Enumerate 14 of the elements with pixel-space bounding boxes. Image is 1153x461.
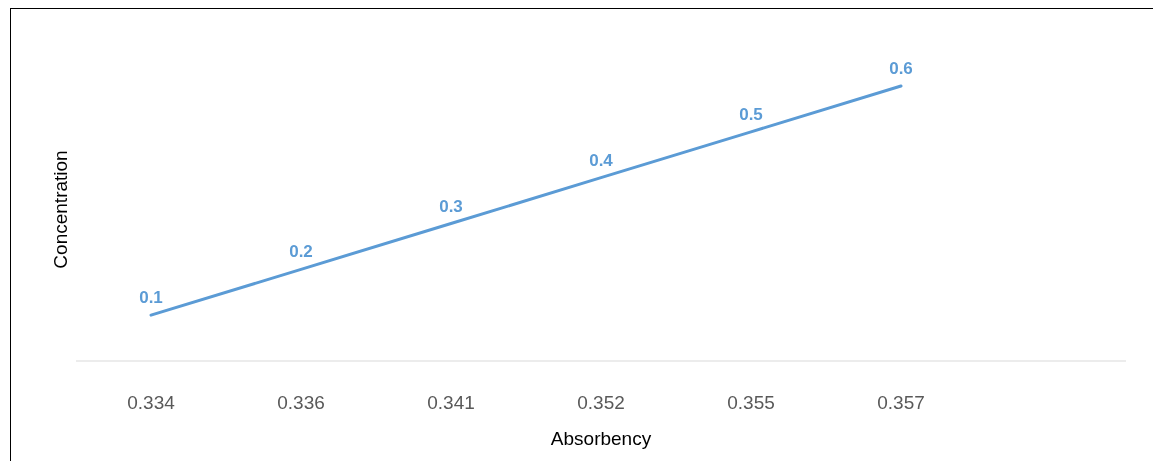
x-tick-label: 0.341 xyxy=(427,392,475,413)
x-axis-title: Absorbency xyxy=(550,428,652,449)
x-tick-label: 0.357 xyxy=(877,392,925,413)
data-label: 0.6 xyxy=(889,59,913,78)
data-label: 0.1 xyxy=(139,288,163,308)
data-label: 0.2 xyxy=(289,242,313,262)
x-tick-label: 0.334 xyxy=(127,392,176,413)
x-tick-label: 0.352 xyxy=(577,392,625,413)
x-tick-label: 0.336 xyxy=(277,392,325,413)
x-tick-label: 0.355 xyxy=(727,392,775,413)
data-label: 0.4 xyxy=(589,150,614,170)
data-label: 0.5 xyxy=(739,104,763,124)
y-axis-title: Concentration xyxy=(50,150,71,269)
data-label: 0.3 xyxy=(439,196,463,216)
